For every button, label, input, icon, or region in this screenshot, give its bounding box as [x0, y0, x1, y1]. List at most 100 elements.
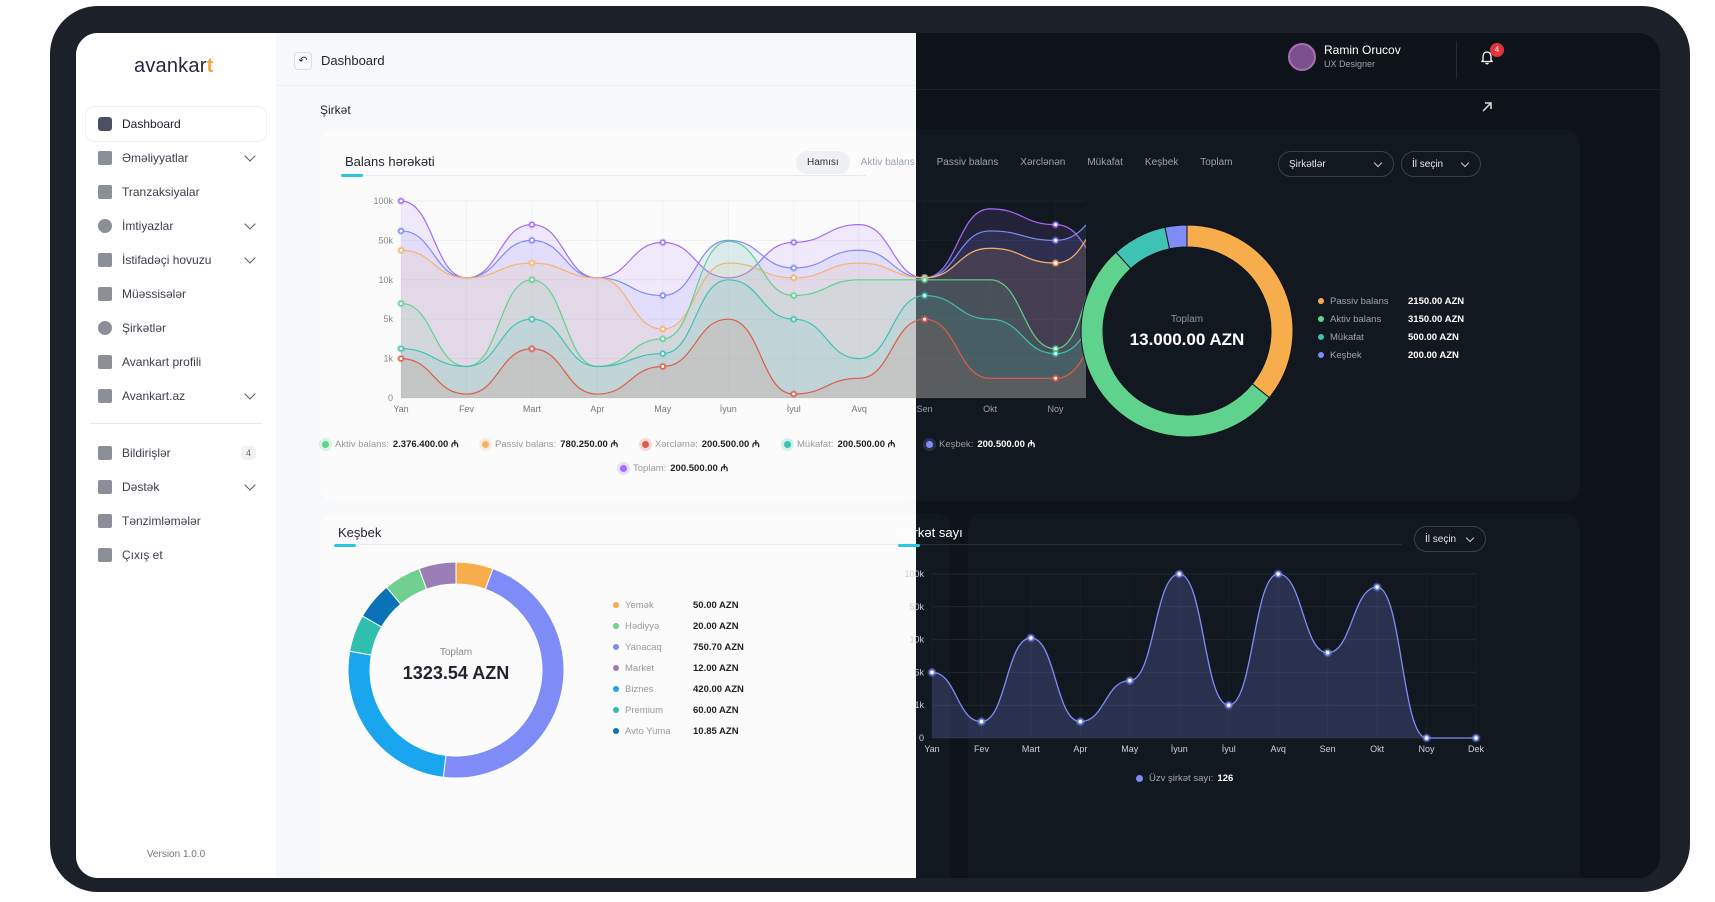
legend-item: Keşbek 200.00 AZN: [1318, 350, 1459, 361]
legend-item[interactable]: Toplam: 200.500.00 ₼: [620, 461, 728, 474]
company-year-dropdown[interactable]: İl seçin: [1414, 526, 1486, 552]
legend-item[interactable]: Mükafat: 200.500.00 ₼: [784, 437, 895, 450]
total-donut-chart: [1080, 224, 1294, 438]
data-point[interactable]: [1373, 584, 1381, 591]
data-point[interactable]: [398, 345, 404, 352]
sidebar-item-3[interactable]: İmtiyazlar: [86, 209, 266, 243]
data-point[interactable]: [921, 276, 928, 283]
sidebar-item-2[interactable]: Tranzaksiyalar: [86, 175, 266, 209]
data-point[interactable]: [1126, 677, 1133, 684]
data-point[interactable]: [1052, 260, 1059, 266]
legend-item[interactable]: Aktiv balans: 2.376.400.00 ₼: [322, 437, 459, 450]
share-icon: [98, 389, 112, 403]
data-point[interactable]: [398, 247, 404, 254]
sidebar-item-b0[interactable]: Bildirişlər 4: [86, 436, 266, 470]
tab-6[interactable]: Toplam: [1200, 157, 1233, 168]
data-point[interactable]: [1052, 221, 1059, 228]
chevron-down-icon: [1460, 158, 1470, 168]
data-point[interactable]: [790, 265, 797, 271]
tab-0[interactable]: Hamısı: [796, 151, 850, 174]
tab-1[interactable]: Aktiv balans: [860, 157, 915, 168]
data-point[interactable]: [659, 363, 666, 370]
data-point[interactable]: [1052, 237, 1059, 244]
data-point[interactable]: [1275, 570, 1282, 578]
cashback-card-title: Keşbek: [338, 525, 382, 540]
avatar[interactable]: [1288, 43, 1316, 71]
data-point[interactable]: [928, 669, 936, 676]
tab-5[interactable]: Keşbek: [1144, 157, 1179, 168]
data-point[interactable]: [398, 300, 404, 307]
logo[interactable]: avankart: [134, 55, 214, 77]
data-point[interactable]: [659, 326, 666, 332]
data-point[interactable]: [398, 228, 404, 234]
data-point[interactable]: [790, 391, 797, 397]
sidebar-item-4[interactable]: İstifadəçi hovuzu: [86, 243, 266, 277]
balance-tabs: Hamısı Aktiv balans Passiv balans Xərclənən…: [796, 151, 1244, 174]
data-point[interactable]: [659, 292, 666, 299]
data-point[interactable]: [529, 260, 535, 266]
data-point[interactable]: [978, 718, 985, 725]
data-point[interactable]: [659, 239, 666, 246]
pie-slice[interactable]: [1164, 224, 1188, 250]
data-point[interactable]: [529, 345, 535, 352]
tab-2[interactable]: Passiv balans: [936, 157, 999, 168]
tab-3[interactable]: Xərclənən: [1020, 157, 1066, 168]
data-point[interactable]: [529, 316, 535, 323]
data-point[interactable]: [398, 355, 404, 362]
data-point[interactable]: [1052, 375, 1059, 382]
notification-badge: 4: [1490, 43, 1504, 57]
sidebar-item-7[interactable]: Avankart profili: [86, 345, 266, 379]
sidebar-item-b1[interactable]: Dəstək: [86, 470, 266, 504]
data-point[interactable]: [790, 274, 797, 281]
sidebar-item-5[interactable]: Müəssisələr: [86, 277, 266, 311]
data-point[interactable]: [1423, 734, 1430, 742]
data-point[interactable]: [790, 292, 797, 299]
tab-4[interactable]: Mükafat: [1087, 157, 1123, 168]
data-point[interactable]: [659, 335, 666, 342]
pie-slice[interactable]: [1186, 224, 1294, 399]
sidebar-item-6[interactable]: Şirkətlər: [86, 311, 266, 345]
bell-icon[interactable]: [1480, 51, 1494, 65]
data-point[interactable]: [1052, 350, 1059, 357]
x-tick-label: Fev: [974, 744, 990, 754]
sidebar-item-0[interactable]: Dashboard: [86, 107, 266, 141]
data-point[interactable]: [921, 316, 928, 323]
x-tick-label: Sen: [1320, 744, 1336, 754]
data-point[interactable]: [1472, 734, 1480, 742]
year-dropdown[interactable]: İl seçin: [1401, 151, 1481, 177]
legend-dot: [1318, 316, 1324, 323]
data-point[interactable]: [398, 198, 404, 204]
data-point[interactable]: [921, 292, 928, 299]
data-point[interactable]: [659, 350, 666, 357]
data-point[interactable]: [1077, 718, 1084, 725]
back-button[interactable]: ↶: [294, 52, 312, 70]
x-tick-label: Mart: [523, 404, 541, 414]
data-point[interactable]: [1176, 570, 1183, 578]
sidebar-item-8[interactable]: Avankart.az: [86, 379, 266, 413]
data-point[interactable]: [1225, 702, 1232, 709]
sidebar-item-b3[interactable]: Çıxış et: [86, 538, 266, 572]
legend-dot: [482, 440, 489, 448]
data-point[interactable]: [529, 221, 535, 228]
expand-icon[interactable]: [1480, 100, 1494, 114]
user-name: Ramin Orucov: [1324, 43, 1401, 57]
x-tick-label: Okt: [983, 404, 998, 414]
legend-item[interactable]: Xərcləmə: 200.500.00 ₼: [642, 437, 760, 450]
sidebar-item-1[interactable]: Əməliyyatlar: [86, 141, 266, 175]
dark-header-divider: [916, 89, 1660, 90]
y-tick-label: 50k: [378, 235, 393, 245]
data-point[interactable]: [1324, 649, 1331, 656]
data-point[interactable]: [529, 276, 535, 283]
data-point[interactable]: [1027, 634, 1035, 642]
series-line: [400, 240, 1086, 368]
sidebar-item-b2[interactable]: Tənzimləmələr: [86, 504, 266, 538]
legend-dot: [1318, 352, 1324, 359]
data-point[interactable]: [790, 316, 797, 323]
company-dropdown[interactable]: Şirkətlər: [1278, 151, 1394, 177]
pie-slice[interactable]: [418, 561, 457, 590]
data-point[interactable]: [790, 239, 797, 246]
data-point[interactable]: [529, 237, 535, 244]
y-tick-label: 50k: [909, 602, 924, 612]
legend-item[interactable]: Passiv balans: 780.250.00 ₼: [482, 437, 618, 450]
legend-item[interactable]: Keşbek: 200.500.00 ₼: [926, 437, 1035, 450]
